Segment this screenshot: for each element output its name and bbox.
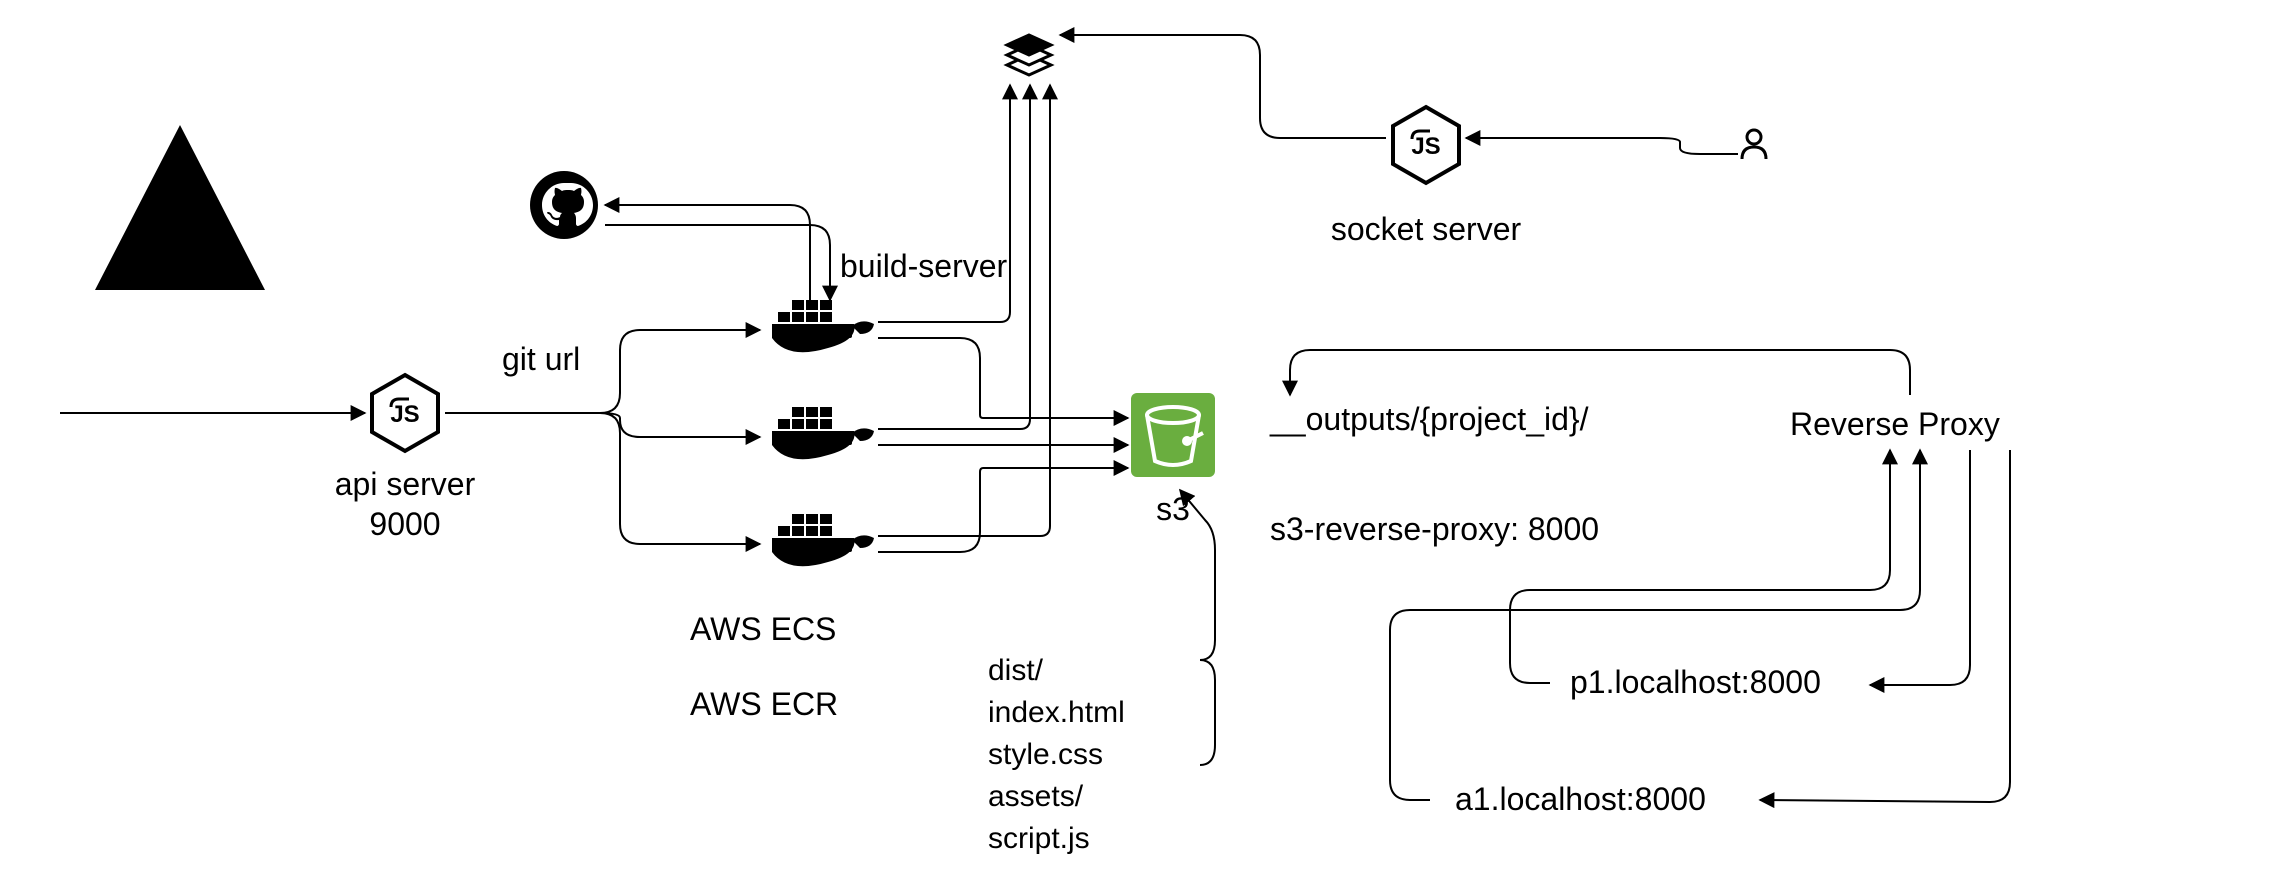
reverse-proxy-label: Reverse Proxy [1790,406,2000,442]
github-icon [530,171,598,239]
dist-line-0: dist/ [988,654,1044,687]
docker-icon-1 [772,300,874,352]
stack-icon [1007,35,1051,75]
svg-text:JS: JS [1411,133,1440,160]
p1-label: p1.localhost:8000 [1570,664,1821,700]
aws-ecr-label: AWS ECR [690,686,838,722]
architecture-diagram: JS api server 9000 [0,0,2280,878]
edge-api-to-docker3 [445,413,760,544]
edge-api-to-docker2 [445,413,760,437]
edge-user-to-socket [1466,138,1738,154]
edge-docker1-to-s3 [878,338,1128,418]
edge-proxy-to-a1 [1760,450,2010,802]
s3-label: s3 [1156,491,1190,527]
aws-ecs-label: AWS ECS [690,611,836,647]
api-server-node: JS [372,375,438,451]
user-icon [1742,130,1766,159]
nodejs-icon: JS [1393,107,1459,183]
docker-icon-2 [772,407,874,459]
outputs-label: __outputs/{project_id}/ [1269,401,1589,437]
api-server-label-1: api server [335,466,476,502]
dist-line-3: assets/ [988,780,1084,813]
triangle-icon [95,125,265,290]
s3-proxy-label: s3-reverse-proxy: 8000 [1270,511,1599,547]
build-server-label: build-server [840,248,1008,284]
socket-server-node: JS [1393,107,1459,183]
edge-proxy-to-outputs [1290,350,1910,395]
docker-icon-3 [772,514,874,566]
edge-github-to-docker1 [605,225,830,300]
edge-docker1-to-stack [878,85,1010,322]
edge-socket-to-stack [1060,35,1386,138]
api-server-label-2: 9000 [369,506,440,542]
dist-line-4: script.js [988,822,1090,855]
edge-dist-to-s3 [1180,490,1215,765]
a1-label: a1.localhost:8000 [1455,781,1706,817]
socket-server-label: socket server [1331,211,1522,247]
nodejs-icon: JS [372,375,438,451]
edge-docker1-to-github [605,205,810,300]
edge-docker3-to-s3 [878,468,1128,552]
edge-api-to-docker1 [445,330,760,413]
git-url-label: git url [502,341,580,377]
edge-p1-to-proxy [1510,450,1890,683]
svg-text:JS: JS [390,401,419,428]
edge-a1-to-proxy [1390,450,1920,800]
dist-line-2: style.css [988,738,1103,771]
s3-bucket-icon [1131,393,1215,477]
dist-line-1: index.html [988,696,1125,729]
